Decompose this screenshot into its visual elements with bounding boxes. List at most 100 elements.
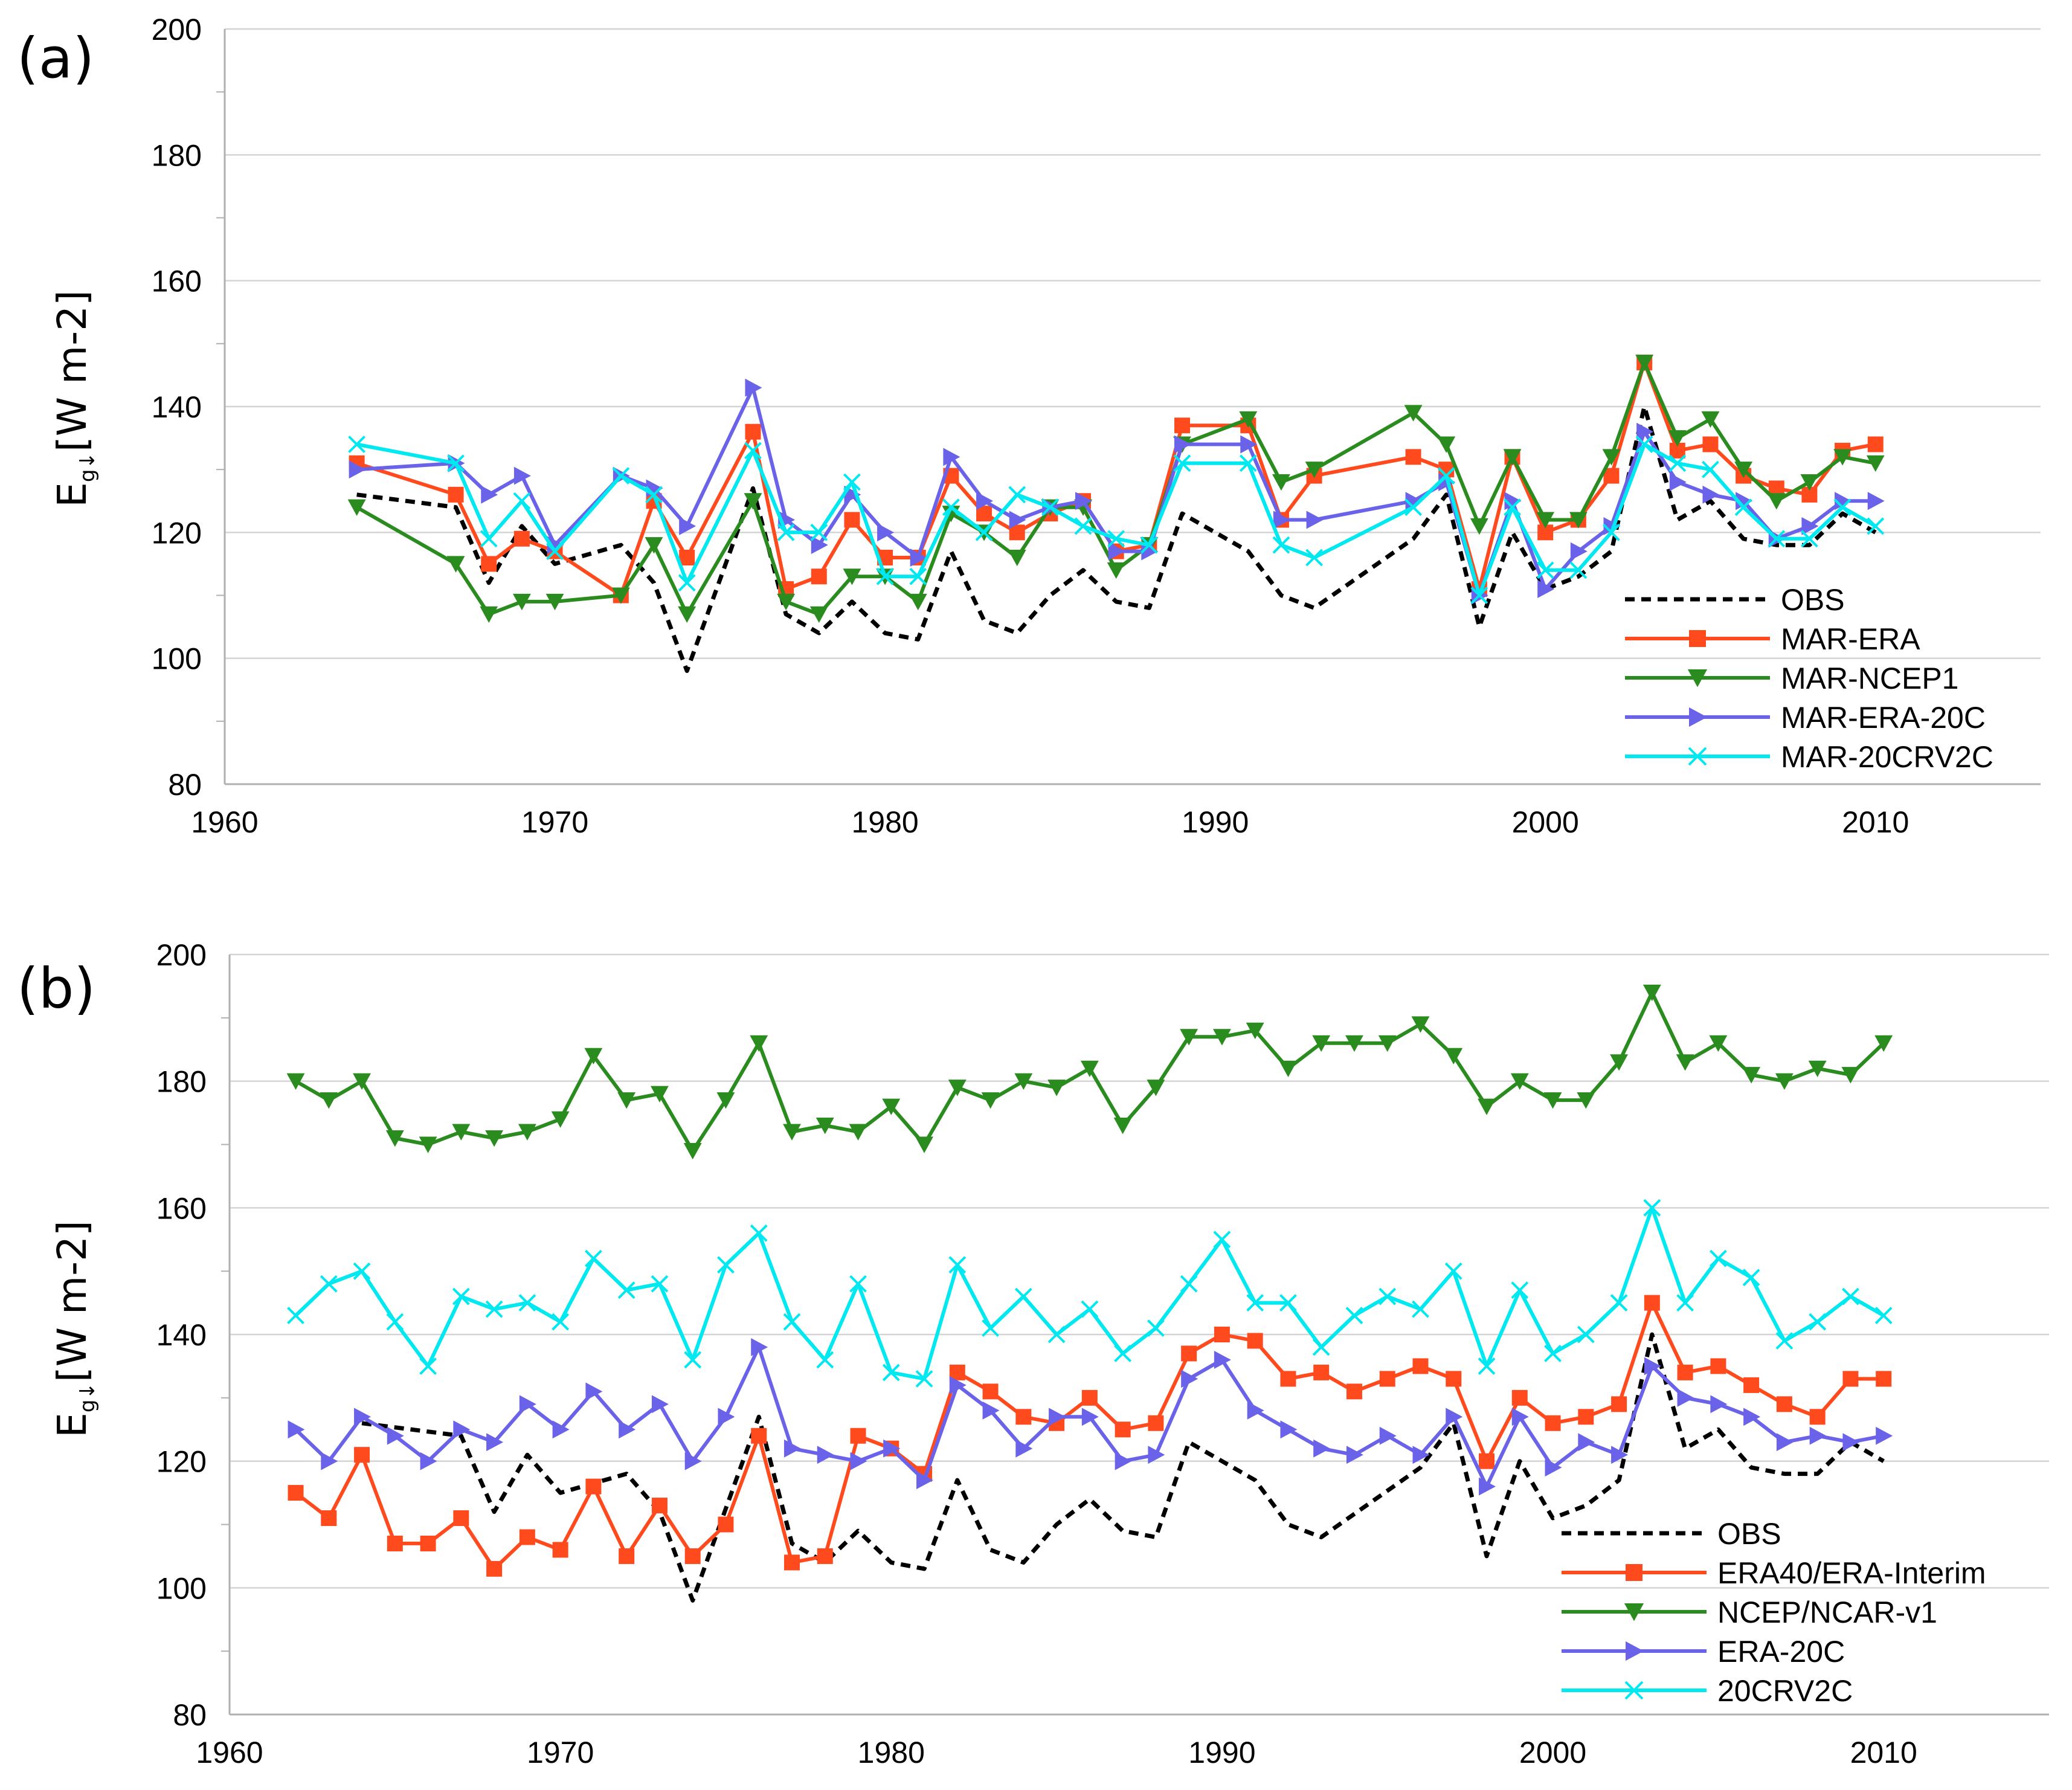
- legend-entry: ERA-20C: [1562, 1635, 1845, 1669]
- data-point-triangle-down: [1272, 474, 1290, 491]
- data-point-triangle-down: [1404, 405, 1423, 422]
- data-point-square: [1809, 1409, 1826, 1425]
- data-point-triangle-right: [1776, 1433, 1794, 1452]
- data-point-triangle-right: [679, 517, 697, 535]
- data-point-square: [1015, 1409, 1032, 1425]
- x-tick-label: 2000: [1519, 1736, 1586, 1769]
- data-point-triangle-right: [354, 1408, 372, 1426]
- data-point-triangle-right: [1578, 1433, 1595, 1452]
- data-point-x: [843, 473, 861, 491]
- series-line: [356, 404, 1877, 673]
- data-point-x: [1213, 1231, 1231, 1249]
- data-point-triangle-right: [1702, 485, 1720, 504]
- data-point-square: [1181, 1345, 1197, 1362]
- data-point-triangle-right: [684, 1452, 702, 1470]
- data-point-x: [584, 1249, 602, 1267]
- data-point-x: [1702, 460, 1719, 478]
- data-point-triangle-right: [1214, 1350, 1231, 1369]
- data-point-triangle-right: [1273, 510, 1290, 529]
- data-point-x: [419, 1357, 437, 1375]
- data-point-x: [1180, 1275, 1198, 1293]
- data-point-triangle-down: [452, 1124, 471, 1141]
- data-point-triangle-down: [1239, 411, 1258, 428]
- data-point-square: [1611, 1396, 1627, 1412]
- data-point-x: [617, 1281, 635, 1299]
- data-point-x: [909, 567, 927, 585]
- data-point-x: [942, 498, 960, 517]
- data-point-triangle-right: [783, 1439, 801, 1458]
- y-tick-label: 80: [173, 1698, 207, 1732]
- data-point-triangle-right: [1108, 542, 1125, 561]
- data-point-triangle-right: [1313, 1439, 1331, 1458]
- data-point-triangle-down: [1378, 1035, 1397, 1052]
- legend-entry: OBS: [1625, 583, 1845, 617]
- y-tick-label: 160: [156, 1191, 207, 1225]
- data-point-square: [1702, 436, 1719, 452]
- data-point-x: [1569, 561, 1588, 579]
- legend-entry: MAR-20CRV2C: [1625, 740, 1993, 774]
- data-point-square: [745, 423, 761, 440]
- data-point-square: [1511, 1389, 1528, 1406]
- data-point-triangle-right: [453, 1420, 471, 1439]
- data-point-triangle-right: [513, 466, 531, 485]
- data-point-x: [518, 1294, 536, 1312]
- data-point-x: [1544, 1345, 1562, 1362]
- data-point-square: [1214, 1327, 1230, 1342]
- data-point-square: [1405, 449, 1421, 465]
- data-point-triangle-down: [744, 493, 762, 510]
- y-tick-label: 120: [156, 1445, 207, 1479]
- series-lines: [286, 984, 1893, 1603]
- data-point-x: [1470, 587, 1488, 604]
- data-point-x: [1345, 1307, 1363, 1324]
- data-point-x: [948, 1256, 967, 1274]
- data-point-x: [1688, 747, 1707, 766]
- data-point-triangle-right: [1710, 1395, 1728, 1414]
- data-point-square: [982, 1383, 999, 1400]
- data-point-triangle-down: [1444, 1048, 1463, 1065]
- data-point-triangle-right: [1511, 1408, 1529, 1426]
- series-line: [356, 385, 1876, 597]
- data-point-x: [480, 530, 498, 548]
- data-point-x: [915, 1370, 933, 1388]
- data-point-triangle-down: [948, 1080, 967, 1096]
- data-point-x: [651, 1275, 669, 1293]
- legend-label: OBS: [1717, 1517, 1781, 1551]
- data-point-triangle-down: [1246, 1022, 1264, 1040]
- data-point-triangle-down: [485, 1130, 504, 1147]
- data-point-triangle-down: [1808, 1060, 1827, 1077]
- y-tick-labels: 80 100 120 140 160 180 200: [152, 13, 202, 802]
- data-point-triangle-right: [1115, 1452, 1132, 1470]
- data-point-triangle-right: [1009, 510, 1026, 529]
- y-axis-label-subscript: g↓: [76, 452, 100, 482]
- data-point-x: [1404, 498, 1422, 517]
- data-point-triangle-down: [1312, 1035, 1331, 1052]
- data-point-x: [1504, 498, 1521, 517]
- data-point-square: [817, 1548, 833, 1564]
- data-point-x: [645, 486, 663, 504]
- data-point-x: [1140, 536, 1158, 554]
- data-point-square: [1081, 1389, 1098, 1406]
- data-point-triangle-down: [1577, 1092, 1595, 1109]
- data-point-triangle-right: [519, 1395, 536, 1414]
- data-point-x: [678, 574, 696, 592]
- x-tick-label: 2010: [1850, 1736, 1917, 1769]
- data-point-x: [1272, 536, 1290, 554]
- data-point-square: [585, 1478, 602, 1495]
- series-obs: [361, 1332, 1885, 1603]
- y-axis-label: Eg↓[W m-2]: [49, 290, 100, 507]
- data-point-x: [447, 454, 465, 472]
- data-point-triangle-down: [584, 1048, 603, 1065]
- data-point-x: [1676, 1294, 1694, 1312]
- series-lines: [347, 355, 1885, 673]
- data-point-triangle-right: [1240, 435, 1258, 454]
- data-point-x: [1874, 1307, 1893, 1324]
- series-ncep-ncar-v1: [286, 984, 1893, 1160]
- data-point-x: [1074, 517, 1092, 535]
- data-point-x: [1379, 1287, 1397, 1305]
- data-point-triangle-down: [1080, 1060, 1099, 1077]
- data-point-square: [651, 1498, 668, 1514]
- data-point-triangle-right: [850, 1452, 867, 1470]
- data-point-square: [1626, 1564, 1642, 1581]
- data-point-square: [420, 1535, 436, 1551]
- data-point-triangle-right: [943, 448, 960, 466]
